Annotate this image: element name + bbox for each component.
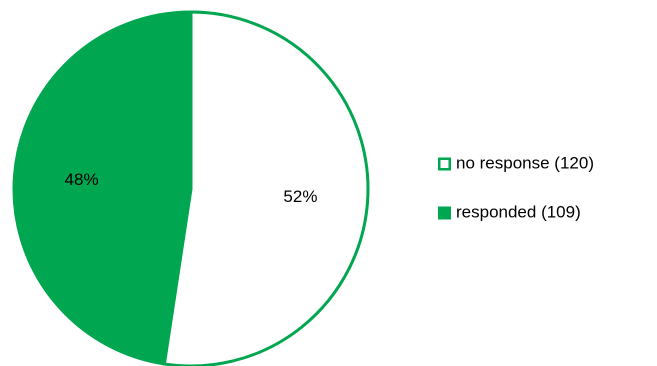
legend-swatch-0 xyxy=(438,157,451,171)
slice-percent-label-0: 52% xyxy=(283,187,317,206)
legend-swatch-1 xyxy=(438,206,451,220)
pie-slice-0 xyxy=(162,10,370,366)
slice-percent-label-1: 48% xyxy=(65,170,99,189)
pie-slices xyxy=(12,10,370,366)
legend: no response (120) responded (109) xyxy=(438,153,594,221)
legend-label-0: no response (120) xyxy=(456,153,594,172)
pie-labels: 52% 48% xyxy=(65,170,318,206)
pie-slice-1 xyxy=(12,10,193,366)
legend-label-1: responded (109) xyxy=(456,202,581,221)
